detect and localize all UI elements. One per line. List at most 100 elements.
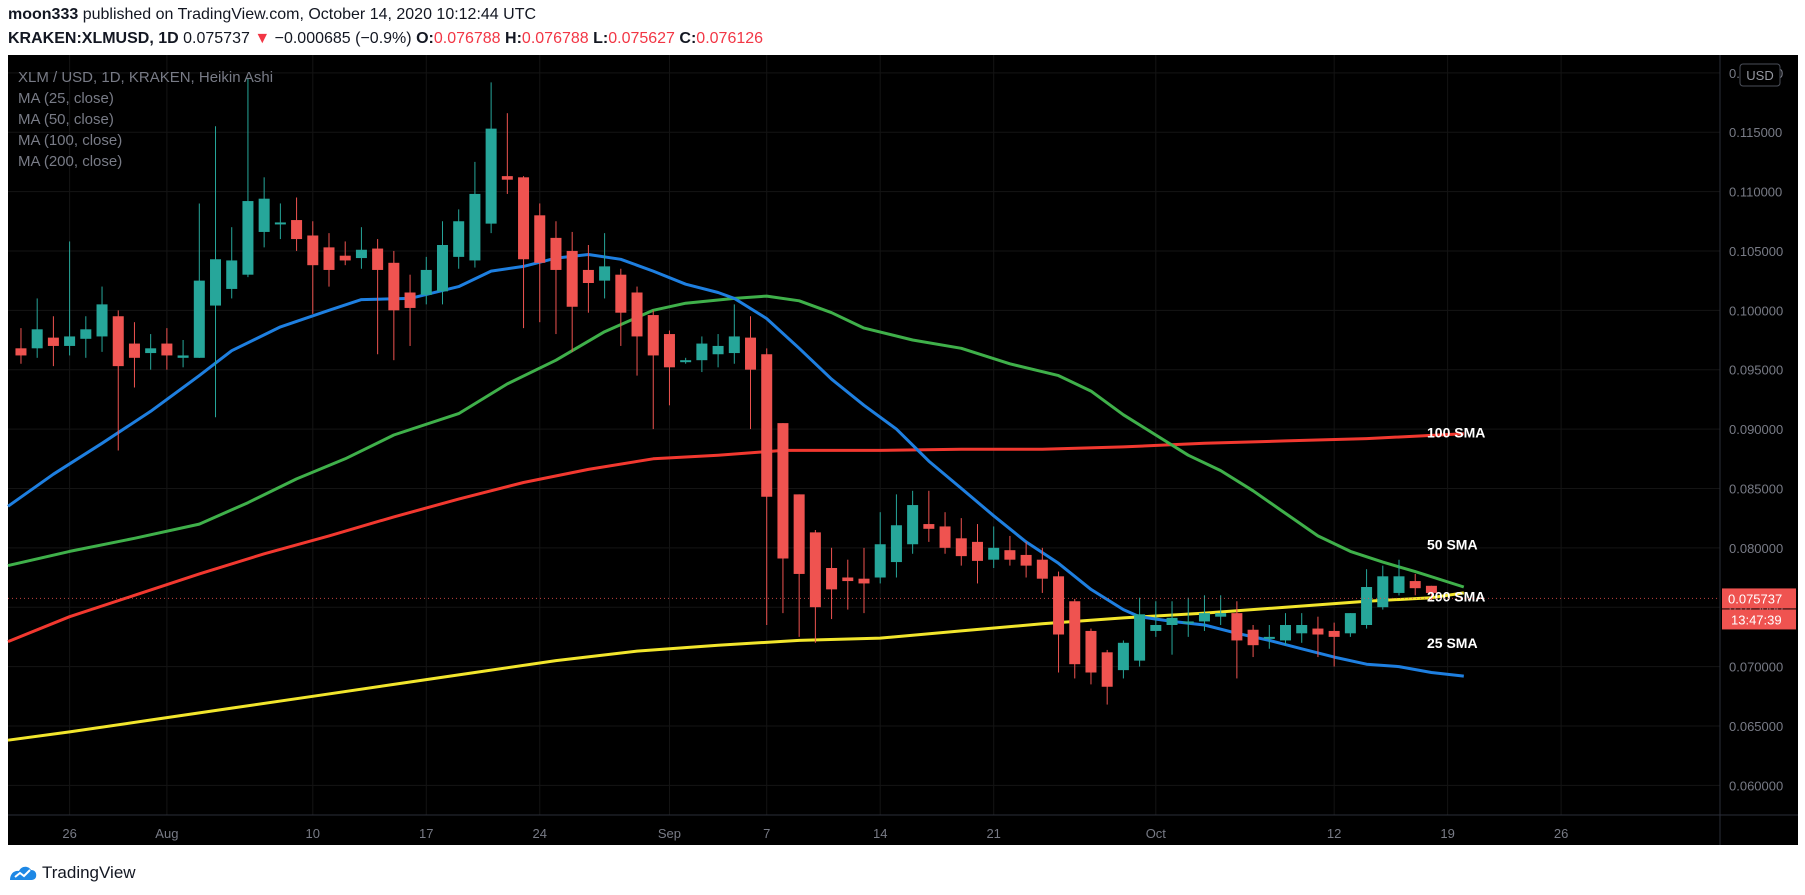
- candle: [534, 203, 546, 323]
- candle: [274, 203, 286, 240]
- candle: [1036, 547, 1048, 593]
- candle: [128, 322, 140, 388]
- candle-body: [550, 237, 562, 270]
- candle: [923, 490, 935, 542]
- candle: [1409, 573, 1421, 596]
- candle-body: [1036, 559, 1048, 579]
- last-price: 0.075737: [183, 30, 250, 47]
- candle-body: [485, 128, 497, 224]
- candle-body: [1409, 581, 1421, 589]
- candle: [1117, 640, 1129, 679]
- indicator-legend: XLM / USD, 1D, KRAKEN, Heikin Ashi MA (2…: [18, 69, 273, 170]
- candle-body: [1280, 625, 1292, 641]
- candle-body: [15, 348, 27, 356]
- candle-body: [210, 259, 222, 306]
- time-axis[interactable]: 26 Aug 10 17 24 Sep 7 14 21 Oct 12 19 26: [62, 826, 1568, 841]
- tradingview-logo-icon[interactable]: [8, 863, 38, 883]
- x-tick-label: 10: [306, 826, 320, 841]
- candle: [566, 231, 578, 352]
- candle: [80, 316, 92, 358]
- series-label: 100 SMA: [1427, 425, 1485, 441]
- y-tick-label: 0.090000: [1729, 422, 1783, 437]
- candle-body: [1393, 576, 1405, 593]
- candle-body: [777, 423, 789, 559]
- candle-body: [242, 201, 254, 275]
- candle: [1085, 628, 1097, 685]
- candle-body: [323, 247, 335, 270]
- candle: [1247, 625, 1259, 658]
- candle-body: [1425, 585, 1437, 593]
- candle-body: [858, 578, 870, 584]
- candle-body: [96, 304, 108, 337]
- candle: [1215, 595, 1227, 625]
- y-tick-label: 0.070000: [1729, 660, 1783, 675]
- candle-body: [615, 274, 627, 313]
- candle: [1296, 613, 1308, 643]
- candle-body: [47, 337, 59, 346]
- candle: [988, 526, 1000, 568]
- candle: [1344, 613, 1356, 637]
- candle-body: [64, 336, 76, 346]
- candle: [15, 328, 27, 364]
- candle: [436, 221, 448, 305]
- candle-body: [712, 345, 724, 355]
- candle: [469, 161, 481, 268]
- candle: [501, 113, 513, 194]
- indicator-ma200[interactable]: MA (200, close): [18, 153, 122, 170]
- candle-body: [1328, 630, 1340, 637]
- candle: [696, 336, 708, 373]
- candle-body: [1101, 652, 1113, 687]
- symbol-line: KRAKEN:XLMUSD, 1D 0.075737 ▼ −0.000685 (…: [8, 30, 763, 48]
- candle-body: [1069, 601, 1081, 665]
- publish-line: moon333 published on TradingView.com, Oc…: [8, 6, 536, 24]
- candle: [1069, 598, 1081, 679]
- candle-body: [307, 235, 319, 266]
- candle-body: [599, 266, 611, 281]
- symbol-name: KRAKEN:XLMUSD, 1D: [8, 30, 179, 47]
- candle: [712, 334, 724, 368]
- candle-body: [631, 292, 643, 337]
- last-price-box: [1722, 588, 1796, 609]
- candle-body: [1263, 636, 1275, 639]
- candle: [47, 316, 59, 367]
- indicator-ma100[interactable]: MA (100, close): [18, 132, 122, 149]
- currency-badge[interactable]: USD: [1739, 63, 1781, 87]
- candle-body: [1150, 625, 1162, 631]
- candle: [890, 494, 902, 578]
- candle: [1150, 601, 1162, 637]
- candle-body: [1231, 613, 1243, 641]
- indicator-ma50[interactable]: MA (50, close): [18, 111, 114, 128]
- candle: [1312, 616, 1324, 658]
- currency-badge-label: USD: [1746, 68, 1773, 83]
- tradingview-brand[interactable]: TradingView: [42, 863, 136, 882]
- candle-body: [258, 198, 270, 232]
- author-name[interactable]: moon333: [8, 6, 79, 23]
- candle-body: [1117, 642, 1129, 671]
- chart-header: moon333 published on TradingView.com, Oc…: [8, 0, 1798, 55]
- y-tick-label: 0.105000: [1729, 244, 1783, 259]
- candle-body: [1085, 630, 1097, 673]
- candle-body: [1247, 629, 1259, 646]
- candle: [550, 221, 562, 335]
- candle-body: [939, 526, 951, 548]
- candle: [1361, 569, 1373, 629]
- candle: [404, 274, 416, 346]
- x-tick-label: 7: [763, 826, 770, 841]
- candle: [1020, 541, 1032, 578]
- candle: [1425, 585, 1437, 601]
- candle: [1166, 601, 1178, 655]
- y-tick-label: 0.095000: [1729, 363, 1783, 378]
- indicator-ma25[interactable]: MA (25, close): [18, 90, 114, 107]
- y-tick-label: 0.115000: [1729, 125, 1782, 140]
- candle-body: [80, 329, 92, 339]
- candle: [615, 268, 627, 346]
- candle: [258, 177, 270, 248]
- candle: [1263, 625, 1275, 649]
- candle: [339, 241, 351, 266]
- candle-body: [1312, 628, 1324, 635]
- candle-body: [663, 334, 675, 368]
- y-tick-label: 0.110000: [1729, 185, 1782, 200]
- candle-body: [372, 248, 384, 270]
- candle: [1198, 595, 1210, 631]
